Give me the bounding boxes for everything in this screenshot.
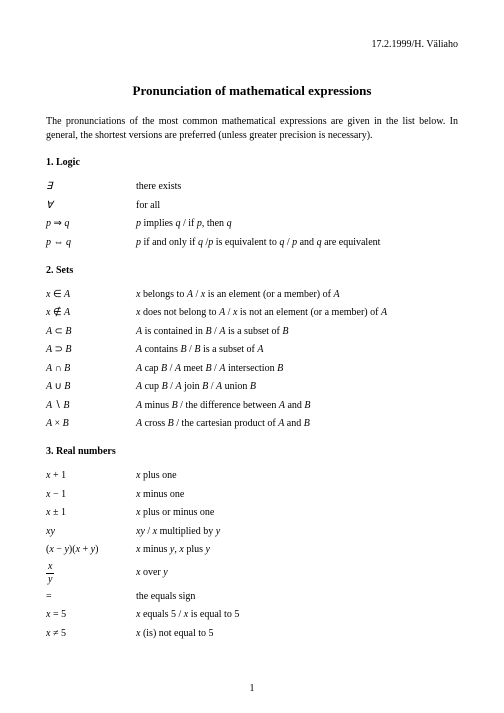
description-cell: x minus y, x plus y <box>136 541 239 560</box>
description-cell: p if and only if q /p is equivalent to q… <box>136 233 380 252</box>
symbol-cell: p ⇒ q <box>46 215 136 234</box>
description-cell: A minus B / the difference between A and… <box>136 396 387 415</box>
table-row: xyx over y <box>46 559 239 587</box>
symbol-cell: x + 1 <box>46 467 136 486</box>
table-row: x ≠ 5x (is) not equal to 5 <box>46 624 239 643</box>
table-row: x ± 1x plus or minus one <box>46 504 239 523</box>
table-row: xyxy / x multiplied by y <box>46 522 239 541</box>
symbol-cell: xy <box>46 522 136 541</box>
header-date: 17.2.1999/H. Väliaho <box>46 38 458 52</box>
description-cell: x plus or minus one <box>136 504 239 523</box>
symbol-cell: ∀ <box>46 196 136 215</box>
description-cell: x plus one <box>136 467 239 486</box>
description-cell: the equals sign <box>136 587 239 606</box>
page: 17.2.1999/H. Väliaho Pronunciation of ma… <box>0 0 504 713</box>
description-cell: x equals 5 / x is equal to 5 <box>136 606 239 625</box>
table-row: x ∉ Ax does not belong to A / x is not a… <box>46 304 387 323</box>
table-row: x − 1x minus one <box>46 485 239 504</box>
symbol-cell: A ⊃ B <box>46 341 136 360</box>
description-cell: A cross B / the cartesian product of A a… <box>136 415 387 434</box>
sets-table: x ∈ Ax belongs to A / x is an element (o… <box>46 285 387 433</box>
symbol-cell: A ⊂ B <box>46 322 136 341</box>
symbol-cell: A ∩ B <box>46 359 136 378</box>
description-cell: x over y <box>136 559 239 587</box>
table-row: x = 5x equals 5 / x is equal to 5 <box>46 606 239 625</box>
symbol-cell: p ⇔ q <box>46 233 136 252</box>
description-cell: A cup B / A join B / A union B <box>136 378 387 397</box>
table-row: (x − y)(x + y)x minus y, x plus y <box>46 541 239 560</box>
table-row: p ⇒ qp implies q / if p, then q <box>46 215 380 234</box>
page-number: 1 <box>0 682 504 696</box>
table-row: A ∩ BA cap B / A meet B / A intersection… <box>46 359 387 378</box>
symbol-cell: xy <box>46 559 136 587</box>
intro-paragraph: The pronunciations of the most common ma… <box>46 115 458 142</box>
section-heading-reals: 3. Real numbers <box>46 445 458 459</box>
symbol-cell: (x − y)(x + y) <box>46 541 136 560</box>
table-row: A ∖ BA minus B / the difference between … <box>46 396 387 415</box>
section-heading-logic: 1. Logic <box>46 156 458 170</box>
symbol-cell: x − 1 <box>46 485 136 504</box>
description-cell: A contains B / B is a subset of A <box>136 341 387 360</box>
section-heading-sets: 2. Sets <box>46 264 458 278</box>
description-cell: x (is) not equal to 5 <box>136 624 239 643</box>
table-row: x ∈ Ax belongs to A / x is an element (o… <box>46 285 387 304</box>
symbol-cell: x ∉ A <box>46 304 136 323</box>
description-cell: p implies q / if p, then q <box>136 215 380 234</box>
description-cell: A cap B / A meet B / A intersection B <box>136 359 387 378</box>
table-row: x + 1x plus one <box>46 467 239 486</box>
description-cell: there exists <box>136 178 380 197</box>
table-row: A ⊂ BA is contained in B / A is a subset… <box>46 322 387 341</box>
table-row: A × BA cross B / the cartesian product o… <box>46 415 387 434</box>
symbol-cell: = <box>46 587 136 606</box>
logic-table: ∃there exists∀for allp ⇒ qp implies q / … <box>46 178 380 252</box>
document-title: Pronunciation of mathematical expression… <box>46 82 458 100</box>
description-cell: A is contained in B / A is a subset of B <box>136 322 387 341</box>
table-row: A ⊃ BA contains B / B is a subset of A <box>46 341 387 360</box>
description-cell: x belongs to A / x is an element (or a m… <box>136 285 387 304</box>
table-row: ∃there exists <box>46 178 380 197</box>
table-row: =the equals sign <box>46 587 239 606</box>
description-cell: for all <box>136 196 380 215</box>
symbol-cell: x ≠ 5 <box>46 624 136 643</box>
description-cell: x does not belong to A / x is not an ele… <box>136 304 387 323</box>
symbol-cell: ∃ <box>46 178 136 197</box>
symbol-cell: A × B <box>46 415 136 434</box>
symbol-cell: A ∖ B <box>46 396 136 415</box>
description-cell: xy / x multiplied by y <box>136 522 239 541</box>
table-row: A ∪ BA cup B / A join B / A union B <box>46 378 387 397</box>
table-row: p ⇔ qp if and only if q /p is equivalent… <box>46 233 380 252</box>
table-row: ∀for all <box>46 196 380 215</box>
symbol-cell: A ∪ B <box>46 378 136 397</box>
description-cell: x minus one <box>136 485 239 504</box>
symbol-cell: x ± 1 <box>46 504 136 523</box>
symbol-cell: x = 5 <box>46 606 136 625</box>
symbol-cell: x ∈ A <box>46 285 136 304</box>
reals-table: x + 1x plus onex − 1x minus onex ± 1x pl… <box>46 467 239 643</box>
